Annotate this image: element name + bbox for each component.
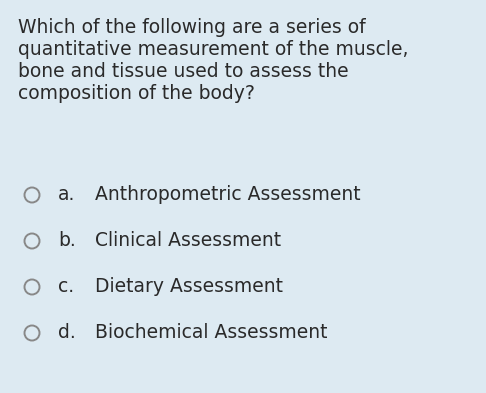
Text: composition of the body?: composition of the body? <box>18 84 255 103</box>
Text: quantitative measurement of the muscle,: quantitative measurement of the muscle, <box>18 40 409 59</box>
Text: Which of the following are a series of: Which of the following are a series of <box>18 18 365 37</box>
Text: Anthropometric Assessment: Anthropometric Assessment <box>95 185 361 204</box>
Text: Clinical Assessment: Clinical Assessment <box>95 231 281 250</box>
Text: b.: b. <box>58 231 76 250</box>
Text: bone and tissue used to assess the: bone and tissue used to assess the <box>18 62 348 81</box>
Text: Biochemical Assessment: Biochemical Assessment <box>95 323 328 343</box>
Text: a.: a. <box>58 185 75 204</box>
Text: d.: d. <box>58 323 76 343</box>
Text: c.: c. <box>58 277 74 296</box>
Text: Dietary Assessment: Dietary Assessment <box>95 277 283 296</box>
